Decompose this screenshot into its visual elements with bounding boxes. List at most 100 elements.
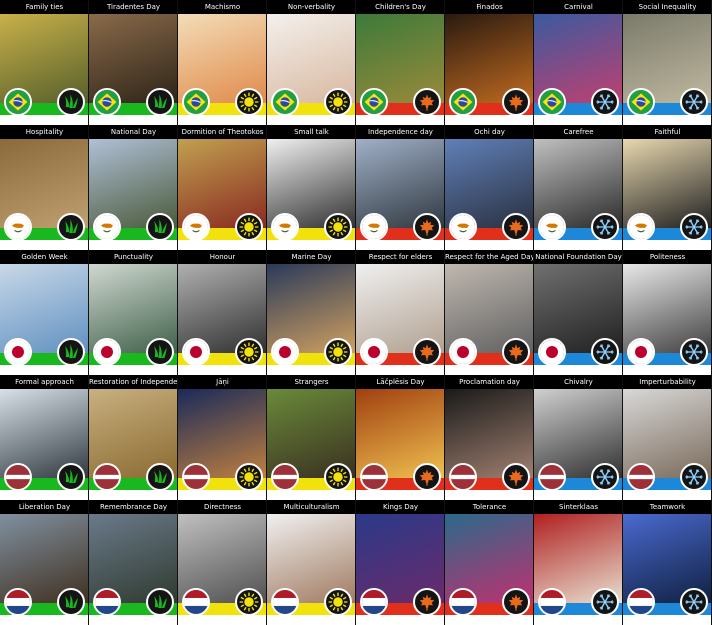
card-lacplesis-day[interactable]: Lāčplēsis Day <box>356 375 445 500</box>
card-machismo[interactable]: Machismo <box>178 0 267 125</box>
netherlands-flag-icon <box>627 588 655 616</box>
card-tolerance[interactable]: Tolerance <box>445 500 534 625</box>
netherlands-flag-icon <box>538 588 566 616</box>
maple-leaf-icon <box>413 88 441 116</box>
grass-sprout-icon <box>146 338 174 366</box>
card-footer-gap <box>178 365 266 375</box>
card-footer-gap <box>445 240 533 250</box>
card-title: Tolerance <box>445 500 533 514</box>
card-title: Non-verbality <box>267 0 355 14</box>
card-title: Kings Day <box>356 500 444 514</box>
card-marine-day[interactable]: Marine Day <box>267 250 356 375</box>
grass-sprout-icon <box>57 213 85 241</box>
card-children-s-day[interactable]: Children's Day <box>356 0 445 125</box>
card-title: National Day <box>89 125 177 139</box>
card-proclamation-day[interactable]: Proclamation day <box>445 375 534 500</box>
grass-sprout-icon <box>57 588 85 616</box>
card-title: Respect for the Aged Day <box>445 250 533 264</box>
card-politeness[interactable]: Politeness <box>623 250 712 375</box>
sun-icon <box>235 588 263 616</box>
netherlands-flag-icon <box>271 588 299 616</box>
card-title: Punctuality <box>89 250 177 264</box>
card-respect-for-elders[interactable]: Respect for elders <box>356 250 445 375</box>
card-imperturbability[interactable]: Imperturbability <box>623 375 712 500</box>
card-title: Jāņi <box>178 375 266 389</box>
card-footer-gap <box>89 365 177 375</box>
snowflake-icon <box>680 213 708 241</box>
card-title: National Foundation Day <box>534 250 622 264</box>
card-multiculturalism[interactable]: Multiculturalism <box>267 500 356 625</box>
card-honour[interactable]: Honour <box>178 250 267 375</box>
cyprus-flag-icon <box>360 213 388 241</box>
card-footer-gap <box>534 615 622 625</box>
card-faithful[interactable]: Faithful <box>623 125 712 250</box>
sun-icon <box>324 338 352 366</box>
latvia-flag-icon <box>538 463 566 491</box>
snowflake-icon <box>680 88 708 116</box>
card-social-inequality[interactable]: Social Inequality <box>623 0 712 125</box>
grass-sprout-icon <box>146 213 174 241</box>
card-title: Dormition of Theotokos <box>178 125 266 139</box>
card-punctuality[interactable]: Punctuality <box>89 250 178 375</box>
card-footer-gap <box>534 365 622 375</box>
latvia-flag-icon <box>627 463 655 491</box>
card-title: Machismo <box>178 0 266 14</box>
card-liberation-day[interactable]: Liberation Day <box>0 500 89 625</box>
brazil-flag-icon <box>538 88 566 116</box>
brazil-flag-icon <box>4 88 32 116</box>
card-strangers[interactable]: Strangers <box>267 375 356 500</box>
card-directness[interactable]: Directness <box>178 500 267 625</box>
card-formal-approach[interactable]: Formal approach <box>0 375 89 500</box>
japan-flag-icon <box>627 338 655 366</box>
card-hospitality[interactable]: Hospitality <box>0 125 89 250</box>
card-title: Family ties <box>0 0 88 14</box>
cyprus-flag-icon <box>4 213 32 241</box>
card-respect-for-the-aged-day[interactable]: Respect for the Aged Day <box>445 250 534 375</box>
card-finados[interactable]: Finados <box>445 0 534 125</box>
latvia-flag-icon <box>182 463 210 491</box>
card-title: Formal approach <box>0 375 88 389</box>
sun-icon <box>324 588 352 616</box>
grass-sprout-icon <box>57 338 85 366</box>
sun-icon <box>324 463 352 491</box>
card-family-ties[interactable]: Family ties <box>0 0 89 125</box>
card-footer-gap <box>356 115 444 125</box>
card-chivalry[interactable]: Chivalry <box>534 375 623 500</box>
card-title: Lāčplēsis Day <box>356 375 444 389</box>
card-dormition-of-theotokos[interactable]: Dormition of Theotokos <box>178 125 267 250</box>
card-small-talk[interactable]: Small talk <box>267 125 356 250</box>
grass-sprout-icon <box>57 88 85 116</box>
card-title: Liberation Day <box>0 500 88 514</box>
card-ochi-day[interactable]: Ochi day <box>445 125 534 250</box>
brazil-flag-icon <box>93 88 121 116</box>
card-national-foundation-day[interactable]: National Foundation Day <box>534 250 623 375</box>
card-footer-gap <box>267 365 355 375</box>
card-title: Faithful <box>623 125 711 139</box>
card-jani[interactable]: Jāņi <box>178 375 267 500</box>
card-carnival[interactable]: Carnival <box>534 0 623 125</box>
card-national-day[interactable]: National Day <box>89 125 178 250</box>
card-title: Teamwork <box>623 500 711 514</box>
maple-leaf-icon <box>502 213 530 241</box>
card-remembrance-day[interactable]: Remembrance Day <box>89 500 178 625</box>
card-footer-gap <box>534 490 622 500</box>
card-carefree[interactable]: Carefree <box>534 125 623 250</box>
card-title: Chivalry <box>534 375 622 389</box>
maple-leaf-icon <box>502 88 530 116</box>
card-golden-week[interactable]: Golden Week <box>0 250 89 375</box>
cyprus-flag-icon <box>449 213 477 241</box>
sun-icon <box>324 213 352 241</box>
card-kings-day[interactable]: Kings Day <box>356 500 445 625</box>
card-sinterklaas[interactable]: Sinterklaas <box>534 500 623 625</box>
card-title: Independence day <box>356 125 444 139</box>
netherlands-flag-icon <box>4 588 32 616</box>
card-teamwork[interactable]: Teamwork <box>623 500 712 625</box>
latvia-flag-icon <box>360 463 388 491</box>
maple-leaf-icon <box>502 338 530 366</box>
card-restoration-of-independence[interactable]: Restoration of Independence <box>89 375 178 500</box>
card-independence-day[interactable]: Independence day <box>356 125 445 250</box>
japan-flag-icon <box>538 338 566 366</box>
card-non-verbality[interactable]: Non-verbality <box>267 0 356 125</box>
card-tiradentes-day[interactable]: Tiradentes Day <box>89 0 178 125</box>
snowflake-icon <box>680 338 708 366</box>
